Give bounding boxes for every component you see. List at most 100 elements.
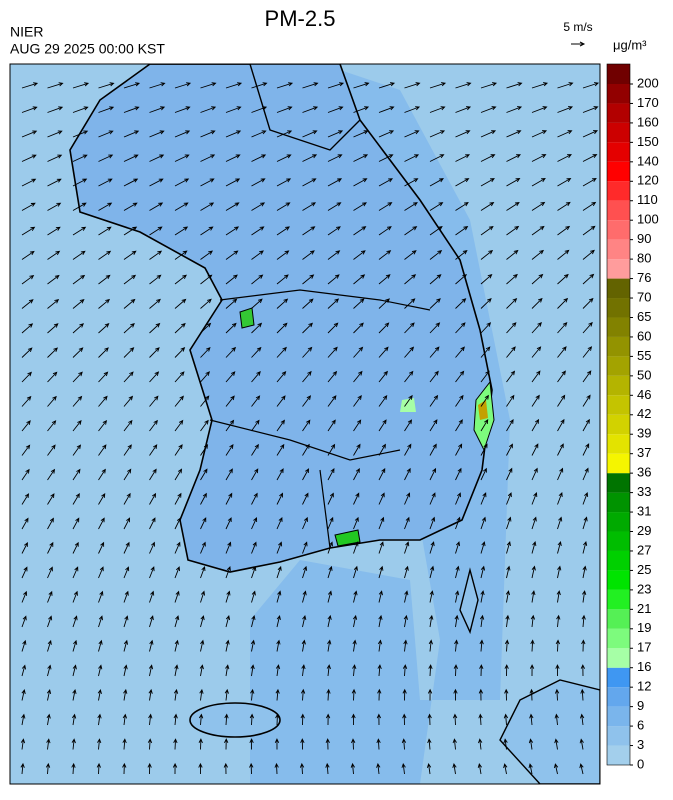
hotspot [478, 400, 488, 420]
wind-arrow [557, 467, 564, 481]
wind-arrow [531, 516, 537, 530]
wind-arrow [480, 565, 486, 579]
wind-arrow [455, 516, 461, 530]
wind-arrow [327, 370, 338, 383]
wind-arrow [200, 615, 205, 628]
wind-arrow [225, 346, 237, 358]
wind-arrow [455, 419, 463, 432]
colorbar-segment [607, 64, 630, 84]
colorbar-segment [607, 84, 630, 104]
wind-arrow [556, 590, 561, 603]
wind-arrow [429, 202, 444, 211]
colorbar-label: 200 [637, 75, 659, 90]
wind-arrow [503, 763, 508, 775]
colorbar-label: 42 [637, 406, 651, 421]
wind-arrow [21, 541, 28, 554]
wind-arrow [97, 713, 102, 726]
wind-arrow [98, 274, 111, 285]
wind-arrow [200, 371, 210, 383]
wind-arrow [378, 394, 388, 407]
wind-arrow [251, 419, 260, 432]
wind-arrow [274, 738, 280, 750]
wind-arrow [506, 322, 517, 334]
wind-arrow [47, 274, 60, 285]
colorbar-label: 150 [637, 134, 659, 149]
wind-arrow [47, 226, 61, 236]
wind-arrow [376, 762, 381, 775]
colorbar-segment [607, 648, 630, 668]
wind-arrow [404, 226, 418, 236]
wind-arrow [301, 664, 306, 677]
wind-arrow [428, 664, 433, 677]
wind-arrow [455, 178, 470, 187]
wind-arrow [325, 713, 331, 726]
colorbar-segment [607, 706, 630, 727]
wind-arrow [455, 154, 471, 162]
wind-arrow [200, 130, 216, 138]
wind-arrow [225, 226, 240, 236]
wind-arrow [224, 713, 229, 726]
wind-arrow [504, 639, 510, 652]
wind-arrow [174, 639, 179, 652]
wind-arrow [353, 590, 358, 603]
colorbar-segment [607, 745, 630, 765]
wind-arrow [404, 541, 410, 554]
wind-arrow [276, 346, 287, 358]
wind-arrow [72, 371, 83, 383]
colorbar-segment [607, 667, 630, 688]
wind-arrow [404, 322, 415, 334]
wind-arrow [557, 443, 564, 456]
wind-arrow [72, 274, 86, 285]
wind-arrow [353, 419, 362, 432]
wind-arrow [47, 347, 58, 358]
wind-arrow [96, 762, 101, 775]
wind-arrow [531, 394, 540, 407]
colorbar-segment [607, 726, 630, 746]
wind-arrow [378, 250, 392, 260]
wind-arrow [378, 419, 387, 432]
wind-arrow [480, 541, 486, 554]
wind-arrow [72, 541, 79, 554]
wind-arrow [506, 516, 512, 530]
wind-arrow [149, 130, 165, 138]
wind-arrow [225, 664, 230, 677]
wind-arrow [531, 130, 548, 138]
wind-arrow [557, 394, 566, 407]
wind-arrow [529, 664, 535, 677]
wind-arrow [200, 82, 217, 89]
wind-arrow [72, 688, 77, 701]
wind-arrow [225, 517, 232, 530]
wind-arrow [557, 516, 563, 530]
wind-arrow [557, 177, 572, 187]
wind-arrow [174, 444, 183, 456]
wind-arrow [174, 226, 189, 236]
wind-arrow [122, 738, 127, 750]
wind-arrow [556, 614, 561, 628]
wind-arrow [299, 762, 305, 775]
colorbar-label: 29 [637, 523, 651, 538]
map [10, 64, 600, 784]
wind-arrow [351, 688, 357, 701]
wind-arrow [72, 226, 87, 236]
wind-arrow [98, 371, 109, 383]
wind-arrow [21, 178, 37, 187]
wind-arrow [503, 738, 508, 750]
wind-arrow [506, 370, 516, 383]
colorbar-label: 37 [637, 445, 651, 460]
colorbar-segment [607, 531, 630, 551]
colorbar-label: 9 [637, 698, 644, 713]
wind-arrow [480, 394, 489, 407]
wind-arrow [531, 541, 537, 554]
wind-arrow [149, 322, 161, 334]
wind-arrow [174, 590, 180, 603]
wind-arrow [72, 178, 88, 187]
wind-arrow [528, 738, 534, 750]
wind-arrow [174, 202, 189, 211]
wind-arrow [198, 738, 203, 750]
wind-arrow [21, 566, 28, 579]
wind-arrow [579, 763, 584, 775]
unit: μg/m³ [613, 37, 647, 52]
wind-arrow [46, 713, 51, 726]
wind-arrow [173, 713, 178, 726]
wind-arrow [302, 370, 312, 383]
